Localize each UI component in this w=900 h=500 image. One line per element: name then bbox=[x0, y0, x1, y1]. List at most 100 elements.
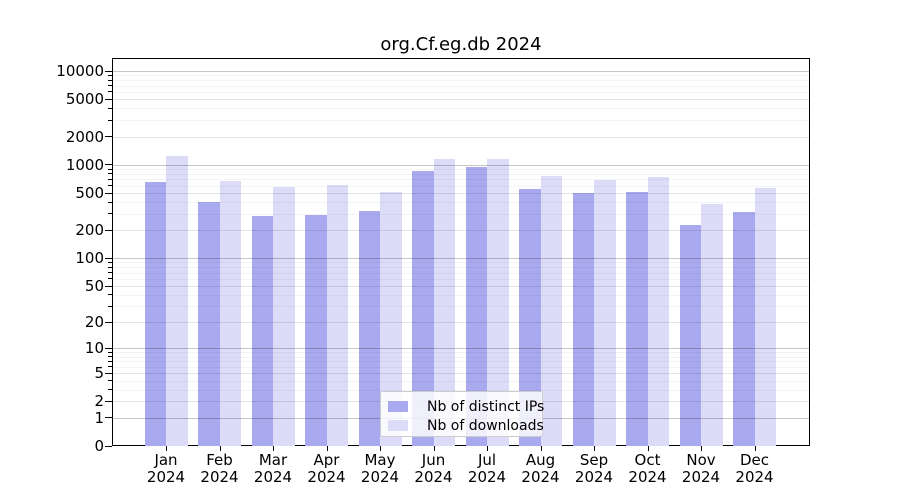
y-minor-tick-mark bbox=[108, 389, 112, 391]
y-minor-tick-mark bbox=[108, 178, 112, 180]
x-tick-label-jan: Jan 2024 bbox=[146, 451, 186, 486]
chart-title: org.Cf.eg.db 2024 bbox=[380, 34, 542, 55]
bar-distinct-ips-aug bbox=[519, 189, 541, 446]
bar-downloads-feb bbox=[219, 180, 241, 446]
y-tick-label-1000: 1000 bbox=[65, 155, 104, 174]
y-tick-label-2: 2 bbox=[94, 392, 104, 411]
x-tick-label-sep: Sep 2024 bbox=[574, 451, 614, 486]
y-tick-mark bbox=[105, 70, 112, 72]
y-tick-mark bbox=[105, 98, 112, 100]
x-tick-mark bbox=[487, 446, 488, 451]
y-tick-label-5000: 5000 bbox=[65, 90, 104, 109]
downloads-swatch bbox=[388, 420, 408, 431]
y-tick-label-500: 500 bbox=[75, 184, 104, 203]
y-minor-tick-mark bbox=[108, 91, 112, 93]
y-tick-mark bbox=[105, 229, 112, 231]
y-minor-tick-mark bbox=[108, 366, 112, 368]
x-tick-label-jul: Jul 2024 bbox=[467, 451, 507, 486]
legend-label-distinct-ips: Nb of distinct IPs bbox=[427, 398, 545, 415]
x-tick-mark bbox=[754, 446, 756, 451]
bar-distinct-ips-jul bbox=[465, 167, 487, 446]
y-tick-mark bbox=[105, 347, 112, 349]
y-tick-mark bbox=[105, 257, 112, 259]
y-tick-mark bbox=[105, 445, 112, 447]
y-minor-tick-mark bbox=[108, 380, 112, 381]
y-minor-tick-mark bbox=[108, 168, 112, 170]
bar-distinct-ips-may bbox=[358, 210, 380, 446]
legend-entry-downloads: Nb of downloads bbox=[388, 417, 544, 434]
y-tick-mark bbox=[105, 164, 112, 166]
plot-area bbox=[112, 58, 810, 446]
bar-downloads-sep bbox=[594, 179, 616, 446]
x-tick-label-aug: Aug 2024 bbox=[521, 451, 560, 486]
y-minor-tick-mark bbox=[108, 119, 112, 121]
bar-distinct-ips-feb bbox=[198, 202, 220, 446]
x-tick-mark bbox=[219, 446, 221, 451]
y-tick-mark bbox=[105, 417, 112, 419]
y-minor-tick-mark bbox=[108, 74, 112, 76]
y-minor-tick-mark bbox=[108, 213, 112, 215]
y-tick-label-200: 200 bbox=[75, 221, 104, 240]
y-minor-tick-mark bbox=[108, 351, 112, 353]
legend-entry-distinct-ips: Nb of distinct IPs bbox=[388, 398, 544, 415]
y-minor-tick-mark bbox=[108, 305, 112, 307]
x-tick-mark bbox=[273, 446, 274, 451]
y-minor-tick-mark bbox=[108, 201, 112, 203]
y-tick-label-100: 100 bbox=[75, 249, 104, 268]
bar-downloads-jun bbox=[433, 158, 455, 446]
y-tick-label-2000: 2000 bbox=[65, 127, 104, 146]
y-tick-label-0: 0 bbox=[94, 437, 104, 455]
x-tick-label-nov: Nov 2024 bbox=[681, 451, 721, 486]
bar-downloads-may bbox=[380, 191, 402, 446]
y-tick-label-5: 5 bbox=[94, 364, 104, 383]
bar-downloads-nov bbox=[701, 204, 723, 446]
y-tick-label-10: 10 bbox=[84, 339, 104, 358]
bar-distinct-ips-jan bbox=[144, 182, 166, 446]
y-tick-mark bbox=[105, 321, 112, 323]
y-minor-tick-mark bbox=[108, 266, 112, 268]
y-minor-tick-mark bbox=[108, 360, 112, 362]
y-tick-mark bbox=[105, 372, 112, 374]
bar-downloads-jan bbox=[166, 156, 188, 446]
bar-downloads-jul bbox=[487, 159, 509, 446]
bar-downloads-apr bbox=[326, 185, 348, 446]
y-minor-tick-mark bbox=[108, 85, 112, 87]
legend: Nb of distinct IPs Nb of downloads bbox=[380, 391, 544, 437]
x-tick-mark bbox=[701, 446, 702, 451]
y-tick-mark bbox=[105, 136, 112, 138]
bars-layer bbox=[113, 59, 809, 446]
x-tick-mark bbox=[647, 446, 649, 451]
x-tick-label-may: May 2024 bbox=[360, 451, 400, 486]
x-tick-label-apr: Apr 2024 bbox=[307, 451, 346, 486]
x-tick-label-dec: Dec 2024 bbox=[735, 451, 774, 486]
x-tick-label-mar: Mar 2024 bbox=[253, 451, 293, 486]
y-minor-tick-mark bbox=[108, 272, 112, 274]
y-minor-tick-mark bbox=[108, 294, 112, 296]
y-tick-mark bbox=[105, 400, 112, 402]
y-minor-tick-mark bbox=[108, 79, 112, 81]
bar-downloads-oct bbox=[647, 177, 669, 446]
bar-downloads-mar bbox=[273, 186, 295, 446]
y-tick-mark bbox=[105, 285, 112, 287]
bar-distinct-ips-oct bbox=[626, 191, 648, 446]
bar-distinct-ips-apr bbox=[305, 214, 327, 446]
x-tick-mark bbox=[433, 446, 435, 451]
x-tick-mark bbox=[166, 446, 167, 451]
x-tick-mark bbox=[380, 446, 381, 451]
bar-distinct-ips-dec bbox=[733, 212, 755, 446]
bar-distinct-ips-jun bbox=[412, 170, 434, 446]
x-tick-mark bbox=[540, 446, 542, 451]
bar-distinct-ips-nov bbox=[679, 224, 701, 446]
bar-distinct-ips-mar bbox=[251, 216, 273, 446]
y-tick-label-10000: 10000 bbox=[56, 62, 104, 81]
y-minor-tick-mark bbox=[108, 278, 112, 280]
distinct-ips-swatch bbox=[388, 401, 408, 412]
y-tick-label-1: 1 bbox=[94, 408, 104, 427]
y-minor-tick-mark bbox=[108, 107, 112, 109]
y-tick-label-20: 20 bbox=[84, 313, 104, 332]
y-tick-mark bbox=[105, 192, 112, 194]
x-tick-label-oct: Oct 2024 bbox=[628, 451, 667, 486]
x-tick-label-feb: Feb 2024 bbox=[200, 451, 239, 486]
bar-downloads-dec bbox=[754, 188, 776, 446]
